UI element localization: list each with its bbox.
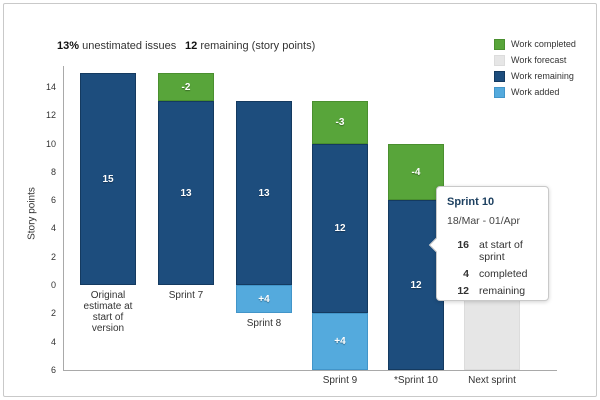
sprint-tooltip: Sprint 10 18/Mar - 01/Apr 16 at start of… — [428, 186, 549, 301]
x-axis-category-label: Sprint 9 — [322, 375, 358, 386]
bar-value-label: -2 — [181, 81, 191, 93]
legend-swatch-completed-icon — [494, 38, 505, 50]
tooltip-row-start: 16 at start of sprint — [447, 239, 538, 263]
bar-value-label: +4 — [258, 293, 270, 305]
bar-segment-completed[interactable]: -4 — [388, 144, 444, 200]
tooltip-row-remaining: 12 remaining — [447, 285, 538, 297]
bar-value-label: 13 — [180, 187, 192, 199]
bar-segment-completed[interactable]: -3 — [312, 101, 368, 144]
bar-segment-completed[interactable]: -2 — [158, 73, 214, 101]
y-axis-tick-label: 6 — [50, 195, 56, 205]
unestimated-issues-percent: 13% — [57, 40, 80, 52]
legend-label: Work added — [511, 87, 560, 97]
bar-value-label: 12 — [410, 279, 422, 291]
x-axis-category-label: Sprint 7 — [168, 290, 204, 301]
bar-segment-remaining[interactable]: 13 — [158, 101, 214, 285]
y-axis-tick-label: 14 — [45, 82, 56, 92]
x-axis-category-label: Original estimate at start of version — [83, 290, 133, 334]
y-axis-tick-label: 12 — [45, 110, 56, 120]
remaining-points-stat: 12 remaining (story points) — [185, 40, 315, 52]
legend-label: Work remaining — [511, 71, 574, 81]
unestimated-issues-text: unestimated issues — [82, 40, 177, 52]
chart-legend: Work completed Work forecast Work remain… — [494, 36, 576, 100]
y-axis-tick-label: 2 — [50, 308, 56, 318]
y-axis-tick-label: 4 — [50, 223, 56, 233]
bar-value-label: 12 — [334, 223, 346, 234]
bar-value-label: 13 — [258, 187, 270, 199]
tooltip-label: completed — [479, 268, 528, 280]
legend-label: Work completed — [511, 39, 576, 49]
bar-value-label: -3 — [335, 117, 345, 128]
legend-item-work-forecast: Work forecast — [494, 52, 576, 68]
x-axis-line — [63, 370, 557, 371]
y-axis-tick-label: 10 — [45, 139, 56, 149]
tooltip-title: Sprint 10 — [447, 196, 495, 208]
bar-segment-remaining[interactable]: 15 — [80, 73, 136, 285]
tooltip-value: 16 — [457, 239, 469, 251]
bar-segment-remaining[interactable]: 12 — [312, 144, 368, 313]
tooltip-row-completed: 4 completed — [447, 268, 538, 280]
tooltip-label: at start of sprint — [479, 239, 523, 263]
bar-segment-remaining[interactable]: 13 — [236, 101, 292, 285]
legend-label: Work forecast — [511, 55, 567, 65]
y-axis-line — [63, 66, 64, 370]
y-axis-tick-label: 2 — [50, 252, 56, 262]
legend-swatch-added-icon — [494, 86, 505, 98]
y-axis-tick-label: 6 — [50, 365, 56, 375]
tooltip-value: 4 — [463, 268, 469, 280]
remaining-points-value: 12 — [185, 40, 198, 52]
bar-value-label: -4 — [411, 166, 421, 178]
tooltip-date-range: 18/Mar - 01/Apr — [447, 215, 520, 227]
legend-swatch-remaining-icon — [494, 70, 505, 82]
bar-segment-added[interactable]: +4 — [312, 313, 368, 370]
bar-value-label: +4 — [334, 336, 346, 347]
y-axis-tick-label: 0 — [50, 280, 56, 290]
legend-item-work-remaining: Work remaining — [494, 68, 576, 84]
tooltip-label: remaining — [479, 285, 526, 297]
x-axis-category-label: Next sprint — [468, 375, 516, 386]
remaining-points-text: remaining (story points) — [200, 40, 316, 52]
y-axis-tick-label: 8 — [50, 167, 56, 177]
x-axis-category-label: *Sprint 10 — [394, 375, 438, 386]
tooltip-value: 12 — [457, 285, 469, 297]
legend-swatch-forecast-icon — [494, 54, 505, 66]
bar-value-label: 15 — [102, 173, 114, 185]
y-axis-tick-label: 4 — [50, 337, 56, 347]
legend-item-work-added: Work added — [494, 84, 576, 100]
bar-segment-added[interactable]: +4 — [236, 285, 292, 313]
legend-item-work-completed: Work completed — [494, 36, 576, 52]
unestimated-issues-stat: 13% unestimated issues — [57, 40, 176, 52]
x-axis-category-label: Sprint 8 — [246, 318, 282, 329]
